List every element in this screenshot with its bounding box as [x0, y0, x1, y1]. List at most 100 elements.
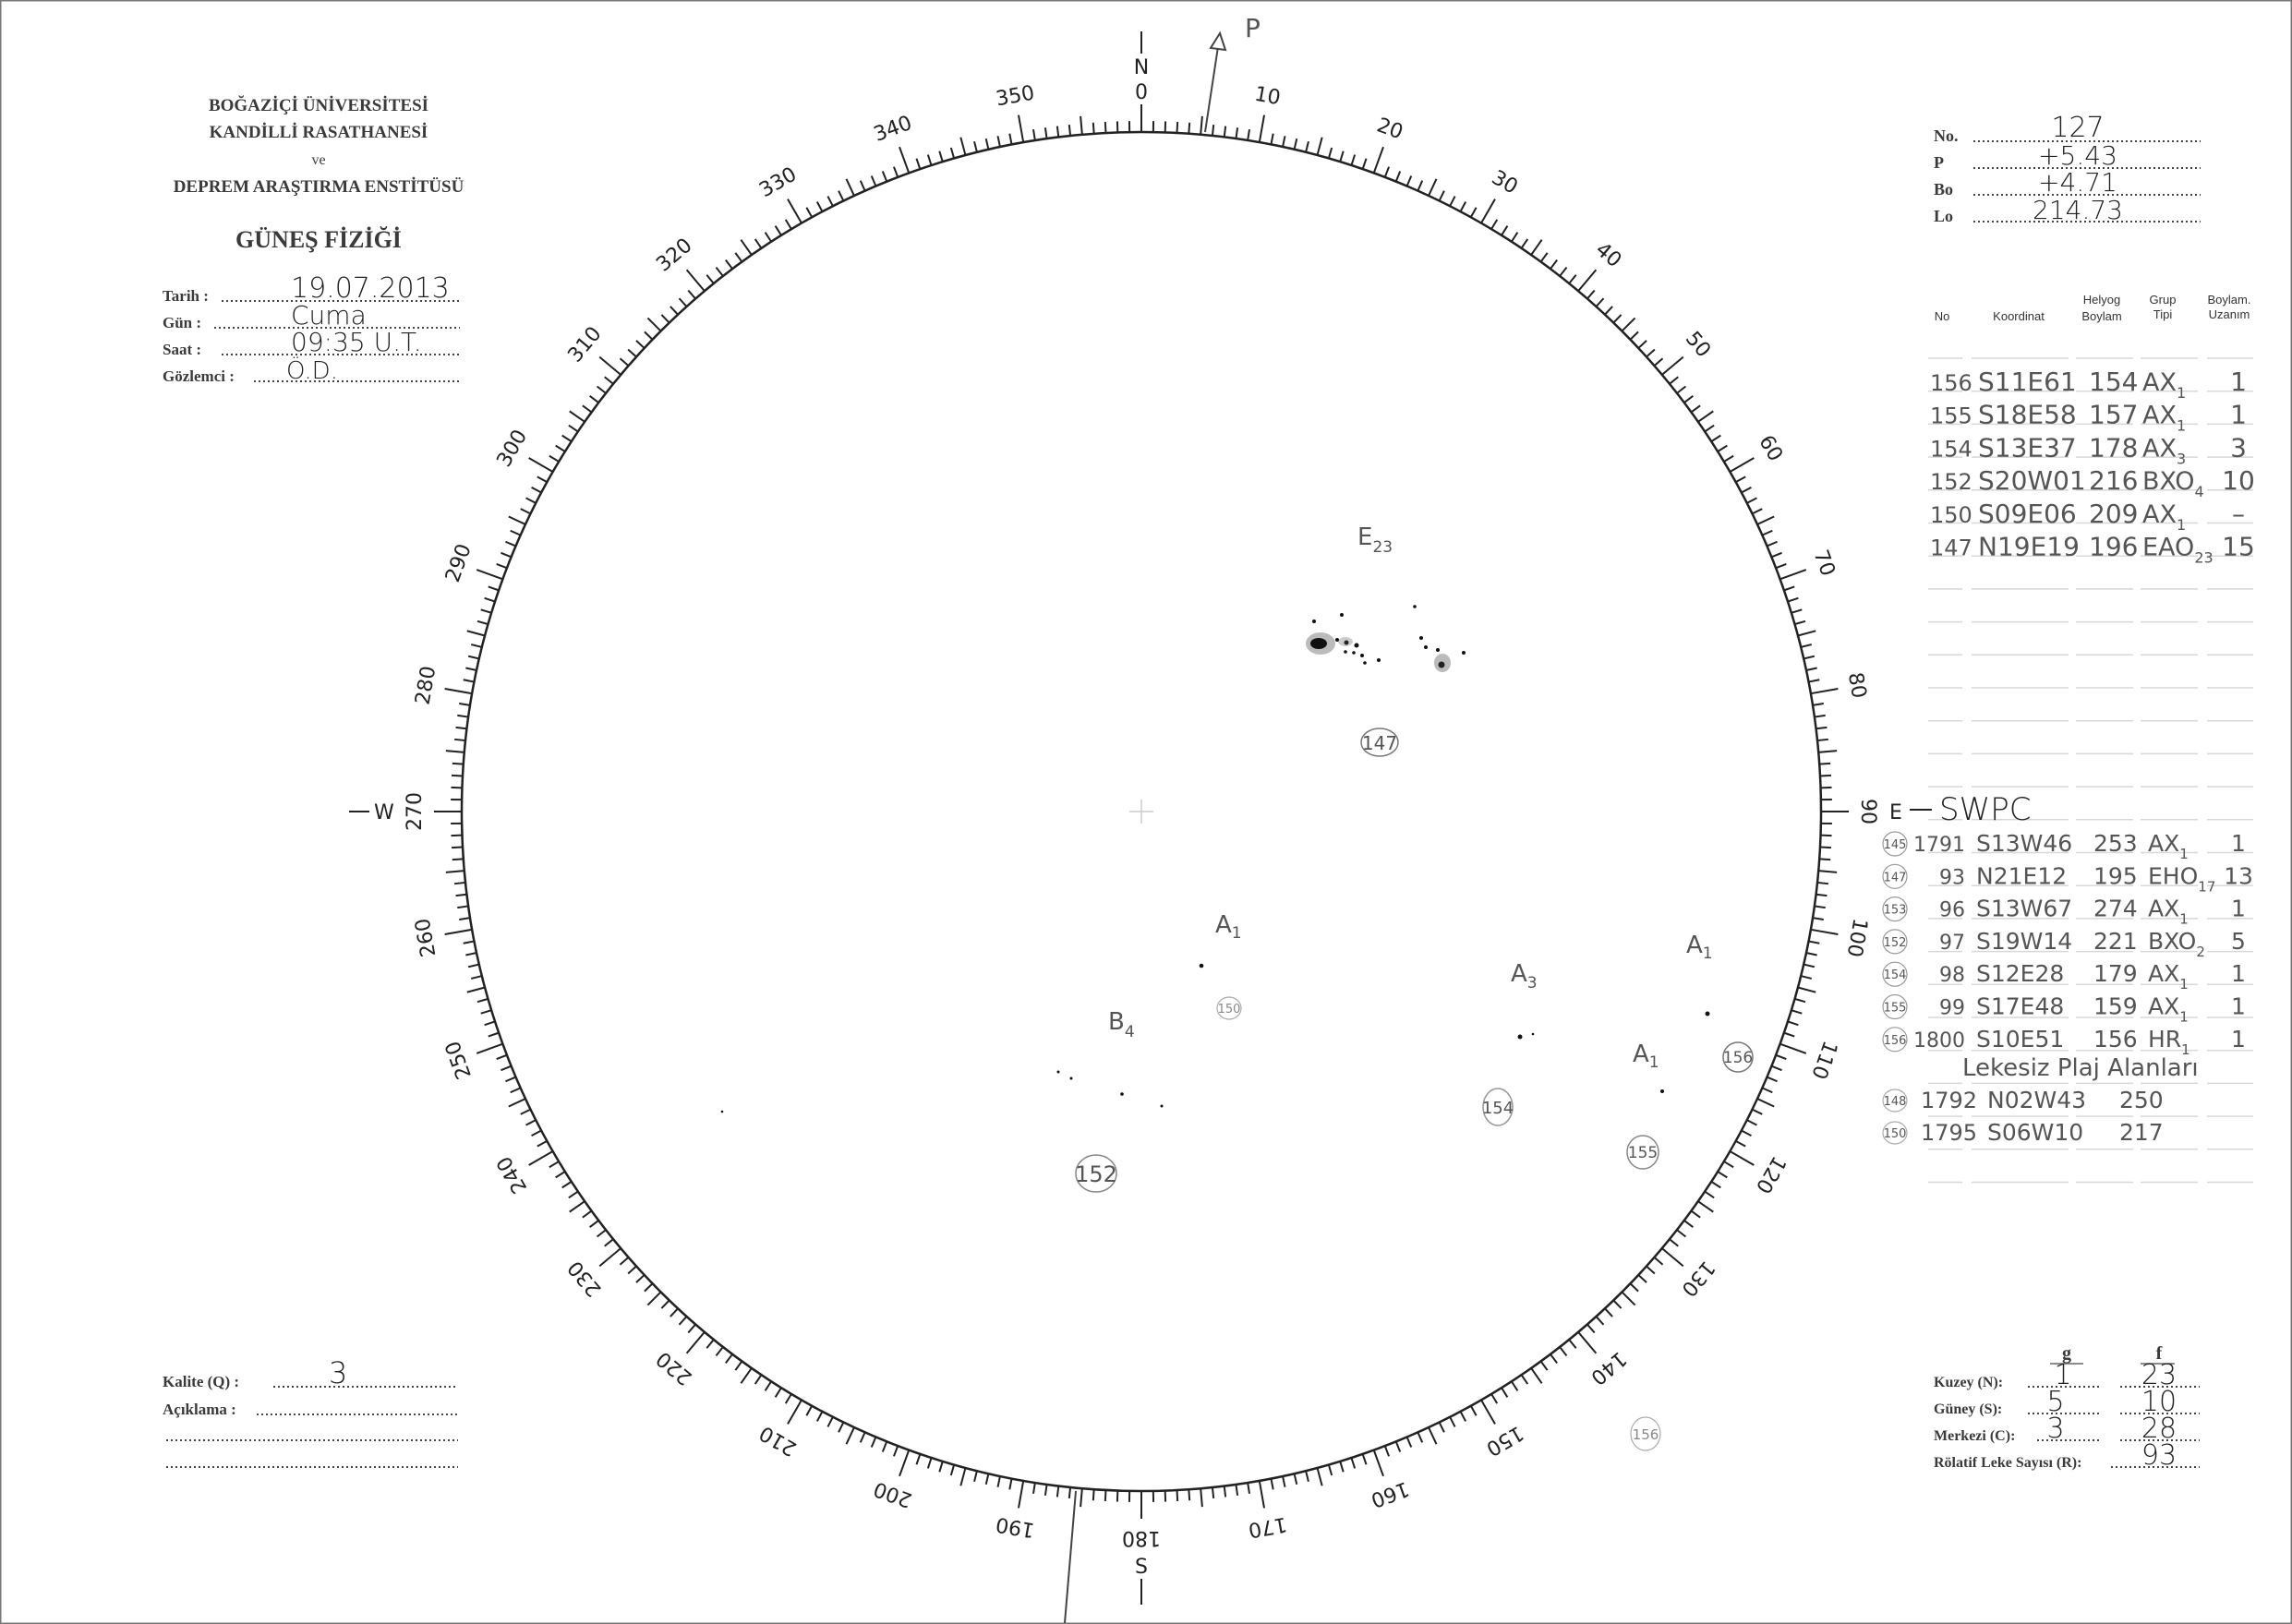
header-line3: ve — [311, 152, 325, 168]
group-ext: 10 — [2222, 465, 2255, 496]
ref-circle — [1882, 1121, 1908, 1145]
degree-tick — [1690, 1209, 1701, 1219]
swpc-lon: 274 — [2093, 896, 2138, 922]
degree-tick — [1104, 121, 1107, 134]
group-lon: 154 — [2089, 367, 2138, 397]
sunspot-dot — [1660, 1089, 1664, 1093]
degree-tick — [1621, 1291, 1636, 1306]
group-coord: S18E58 — [1978, 400, 2077, 430]
degree-tick — [627, 1265, 637, 1275]
degree-tick — [859, 180, 866, 192]
degree-tick — [604, 376, 614, 385]
sunspot-dot — [1160, 1104, 1164, 1108]
degree-tick — [569, 410, 585, 423]
degree-tick — [549, 1161, 560, 1169]
degree-tick — [1559, 1346, 1568, 1357]
degree-tick — [1428, 178, 1438, 197]
degree-tick — [1775, 1053, 1787, 1060]
degree-tick — [881, 1441, 888, 1452]
ref-no: 145 — [1884, 838, 1907, 852]
degree-tick — [774, 1387, 782, 1398]
degree-tick — [1717, 444, 1728, 452]
degree-tick — [893, 1445, 899, 1457]
degree-tick — [1612, 314, 1622, 324]
degree-tick — [915, 158, 922, 170]
header-line4: DEPREM ARAŞTIRMA ENSTİTÜSÜ — [174, 177, 464, 197]
no-label: No. — [1934, 126, 1959, 145]
swpc-no: 98 — [1939, 964, 1965, 987]
degree-tick — [754, 238, 763, 249]
degree-tick — [1316, 1467, 1323, 1486]
group-circle — [1630, 1416, 1661, 1451]
degree-tick — [1595, 297, 1605, 307]
table-row: 150 S09E06 209 AX1 – — [1930, 499, 2245, 534]
degree-tick — [1270, 133, 1274, 145]
degree-tick — [1305, 140, 1309, 153]
sunspot-dot — [1056, 1070, 1060, 1074]
degree-tick — [644, 1282, 654, 1293]
degree-tick — [1800, 975, 1813, 980]
sunspot-dot — [1335, 638, 1339, 642]
degree-tick — [465, 952, 477, 956]
degree-tick — [1710, 434, 1721, 442]
degree-tick — [459, 702, 471, 706]
observer-value: Ö.D. — [286, 355, 338, 385]
solar-disk: 0 102030405060708090100110120130140150160… — [349, 13, 1902, 1624]
degree-tick — [1646, 348, 1656, 358]
group-number-156: 156 — [1723, 1049, 1753, 1067]
ref-circle — [1882, 961, 1908, 987]
degree-tick — [1270, 1478, 1274, 1490]
degree-tick — [1767, 540, 1778, 547]
group-number-150: 150 — [1218, 1003, 1241, 1017]
degree-tick — [734, 252, 743, 263]
degree-tick — [1676, 385, 1687, 394]
degree-tick — [582, 1209, 593, 1219]
group-circle — [1722, 1041, 1754, 1073]
degree-tick — [627, 348, 637, 358]
degree-tick — [1800, 644, 1813, 648]
degree-tick — [1568, 274, 1577, 284]
swpc-lon: 159 — [2093, 993, 2138, 1020]
degree-tick — [476, 997, 489, 1004]
degree-tick — [508, 515, 526, 525]
degree-tick — [1258, 114, 1265, 143]
plage-coord: S06W10 — [1987, 1119, 2083, 1146]
degree-tick — [1752, 508, 1763, 515]
sunspot-dot — [1199, 963, 1204, 968]
degree-tick — [561, 1181, 573, 1189]
degree-tick — [1459, 201, 1467, 212]
north-g-value: 1 — [2054, 1359, 2071, 1391]
north-count-label: Kuzey (N): — [1934, 1375, 2003, 1390]
degree-tick — [678, 297, 688, 307]
degree-tick — [476, 1042, 503, 1054]
table-row: 154 S13E37 178 AX3 3 — [1930, 432, 2247, 467]
group-type: EHO17 — [2148, 862, 2215, 895]
swpc-no: 1791 — [1913, 834, 1965, 857]
plage-lon: 250 — [2119, 1087, 2164, 1113]
degree-tick — [881, 171, 888, 182]
date-value: 19.07.2013 — [291, 272, 450, 305]
swpc-no: 99 — [1939, 997, 1965, 1020]
degree-tick — [1550, 1353, 1558, 1364]
group-number-156-outer: 156 — [1633, 1426, 1659, 1443]
degree-tick — [1819, 858, 1831, 861]
degree-tick — [1520, 1374, 1529, 1385]
degree-tick — [569, 1200, 585, 1213]
degree-tick — [734, 1360, 743, 1371]
group-lon: 178 — [2089, 432, 2138, 463]
degree-tick — [1568, 1339, 1577, 1349]
degree-tick — [1805, 952, 1817, 956]
degree-tick — [1729, 1150, 1755, 1166]
degree-tick — [444, 688, 473, 695]
swpc-coord: S17E48 — [1976, 993, 2064, 1020]
degree-tick — [1779, 569, 1807, 581]
group-type: AX1 — [2142, 500, 2186, 534]
south-label: S — [1135, 1556, 1148, 1579]
ref-no: 148 — [1884, 1095, 1907, 1109]
degree-tick — [1211, 124, 1215, 137]
degree-tick — [619, 1257, 630, 1266]
degree-tick — [555, 1171, 566, 1179]
degree-tick — [838, 190, 845, 201]
degree-tick — [1438, 1422, 1445, 1433]
degree-tick — [1761, 529, 1773, 536]
